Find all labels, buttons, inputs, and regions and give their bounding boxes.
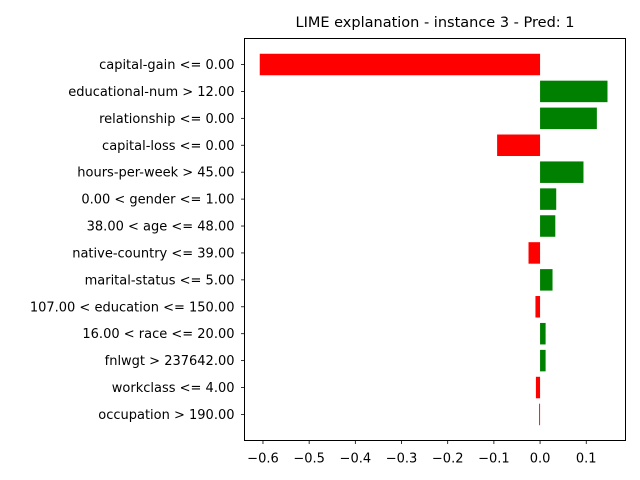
y-axis: capital-gain <= 0.00 educational-num > 12… bbox=[30, 58, 245, 423]
x-tick-label: −0.6 bbox=[247, 452, 279, 467]
y-tick-label: capital-gain <= 0.00 bbox=[99, 58, 234, 73]
y-tick-label: fnlwgt > 237642.00 bbox=[105, 354, 235, 369]
bar bbox=[540, 215, 556, 237]
bar bbox=[535, 376, 541, 399]
y-tick-label: 16.00 < race <= 20.00 bbox=[82, 327, 234, 342]
bar bbox=[540, 161, 584, 183]
bar bbox=[540, 269, 553, 291]
bar bbox=[540, 107, 597, 130]
plot-frame bbox=[244, 38, 626, 441]
y-tick-label: 38.00 < age <= 48.00 bbox=[87, 220, 235, 235]
y-tick-label: relationship <= 0.00 bbox=[99, 112, 234, 127]
bars-group bbox=[259, 53, 608, 426]
x-tick-label: 0.1 bbox=[576, 452, 597, 467]
bar bbox=[540, 349, 546, 372]
x-tick-label: −0.5 bbox=[293, 452, 325, 467]
y-tick-label: 107.00 < education <= 150.00 bbox=[30, 300, 235, 315]
bar bbox=[539, 403, 541, 426]
x-tick-label: 0.0 bbox=[530, 452, 551, 467]
y-tick-label: native-country <= 39.00 bbox=[72, 246, 234, 261]
y-tick-label: 0.00 < gender <= 1.00 bbox=[81, 193, 234, 208]
x-tick-label: −0.3 bbox=[386, 452, 418, 467]
bar bbox=[259, 53, 541, 76]
bar bbox=[540, 188, 557, 210]
x-axis: −0.6 −0.5 −0.4 −0.3 −0.2 −0.1 0.0 0.1 bbox=[247, 440, 597, 467]
bar bbox=[540, 80, 608, 103]
y-tick-label: educational-num > 12.00 bbox=[68, 85, 234, 100]
y-tick-label: hours-per-week > 45.00 bbox=[77, 166, 234, 181]
y-tick-label: workclass <= 4.00 bbox=[112, 381, 235, 396]
bar bbox=[535, 296, 541, 318]
y-tick-label: capital-loss <= 0.00 bbox=[102, 139, 234, 154]
bar bbox=[528, 242, 541, 264]
y-tick-label: marital-status <= 5.00 bbox=[85, 273, 235, 288]
chart-title: LIME explanation - instance 3 - Pred: 1 bbox=[296, 15, 575, 31]
bar bbox=[497, 134, 541, 157]
x-tick-label: −0.4 bbox=[340, 452, 372, 467]
y-tick-label: occupation > 190.00 bbox=[98, 408, 234, 423]
x-tick-label: −0.2 bbox=[432, 452, 464, 467]
bar bbox=[540, 322, 546, 345]
x-tick-label: −0.1 bbox=[478, 452, 510, 467]
